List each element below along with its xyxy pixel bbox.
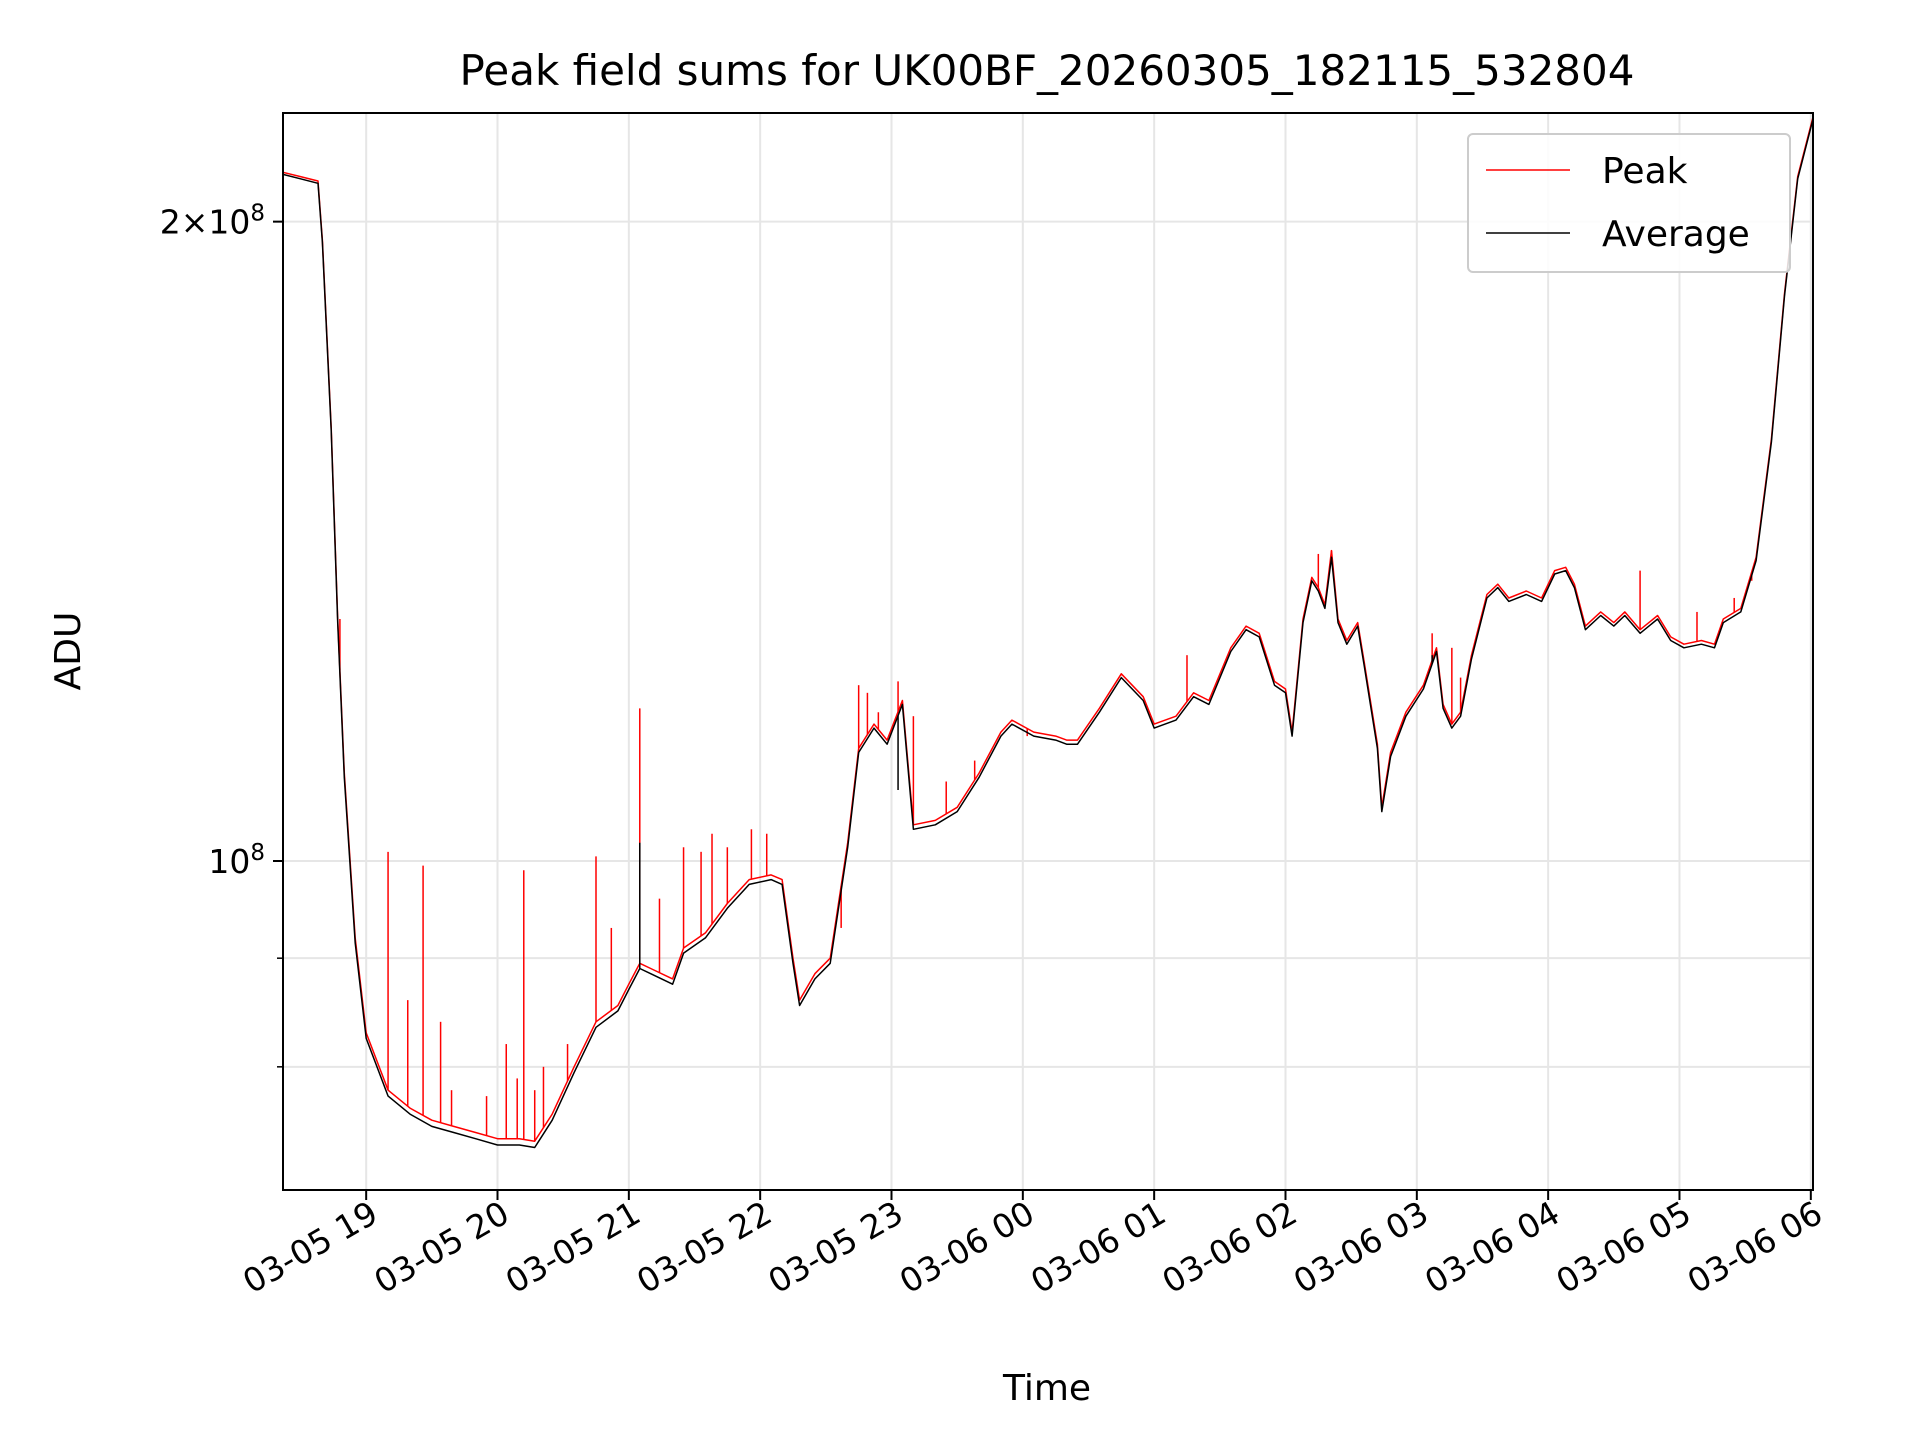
legend-box [1467,133,1791,273]
y-axis: 108 2×108 [160,201,283,1068]
series-layer [282,116,1814,1149]
x-axis-label: Time [1002,1368,1091,1409]
legend-average-label: Average [1602,214,1750,255]
series-line-peak [282,116,1814,1142]
legend-peak-label: Peak [1602,151,1688,192]
y-tick-label: 108 [208,840,265,881]
grid [283,113,1813,1190]
y-axis-label: ADU [48,612,89,691]
legend: Peak Average [1467,133,1791,273]
y-tick-label: 2×108 [160,201,265,242]
series-line-average [282,119,1814,1149]
plot-frame [282,112,1814,1191]
chart-title: Peak field sums for UK00BF_20260305_1821… [460,46,1635,95]
